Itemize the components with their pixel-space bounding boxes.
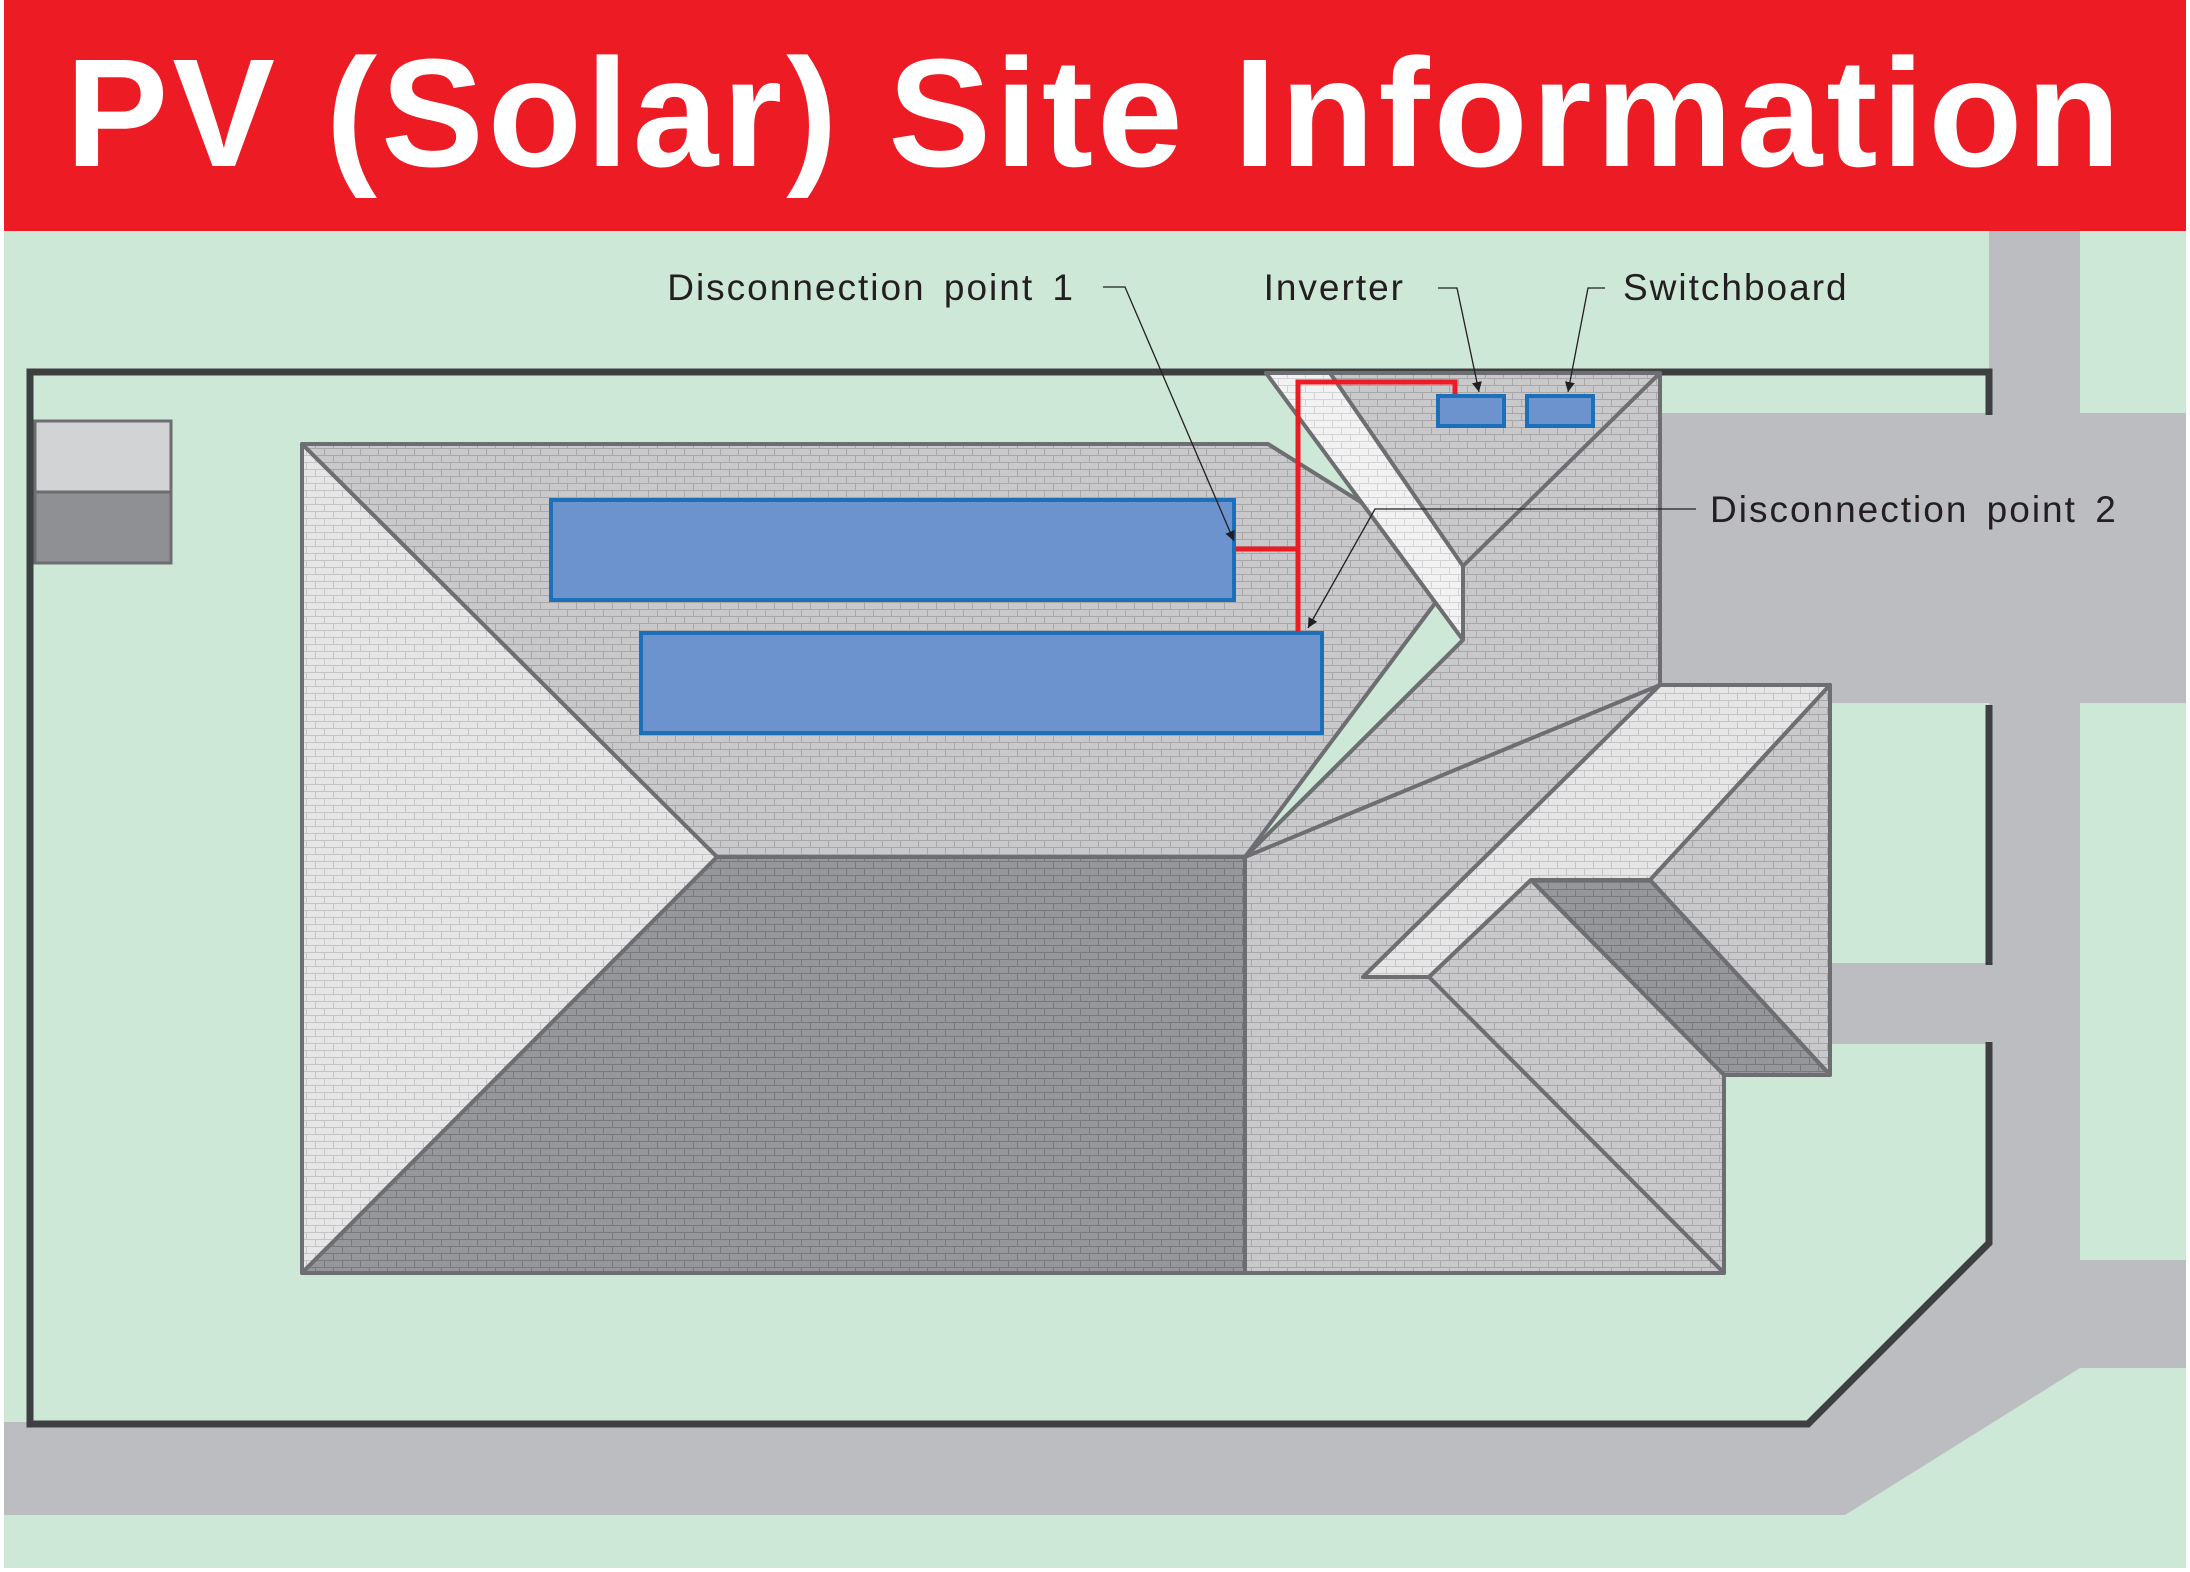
label-disconnection-point-2: Disconnection point 2 bbox=[1710, 489, 2118, 530]
label-inverter: Inverter bbox=[1264, 267, 1405, 308]
meter-box-icon bbox=[35, 421, 171, 563]
solar-array-2 bbox=[641, 633, 1322, 733]
switchboard-box-icon bbox=[1527, 396, 1593, 426]
solar-array-1 bbox=[551, 500, 1234, 600]
label-switchboard: Switchboard bbox=[1623, 267, 1849, 308]
inverter-box-icon bbox=[1438, 396, 1504, 426]
label-disconnection-point-1: Disconnection point 1 bbox=[667, 267, 1075, 308]
